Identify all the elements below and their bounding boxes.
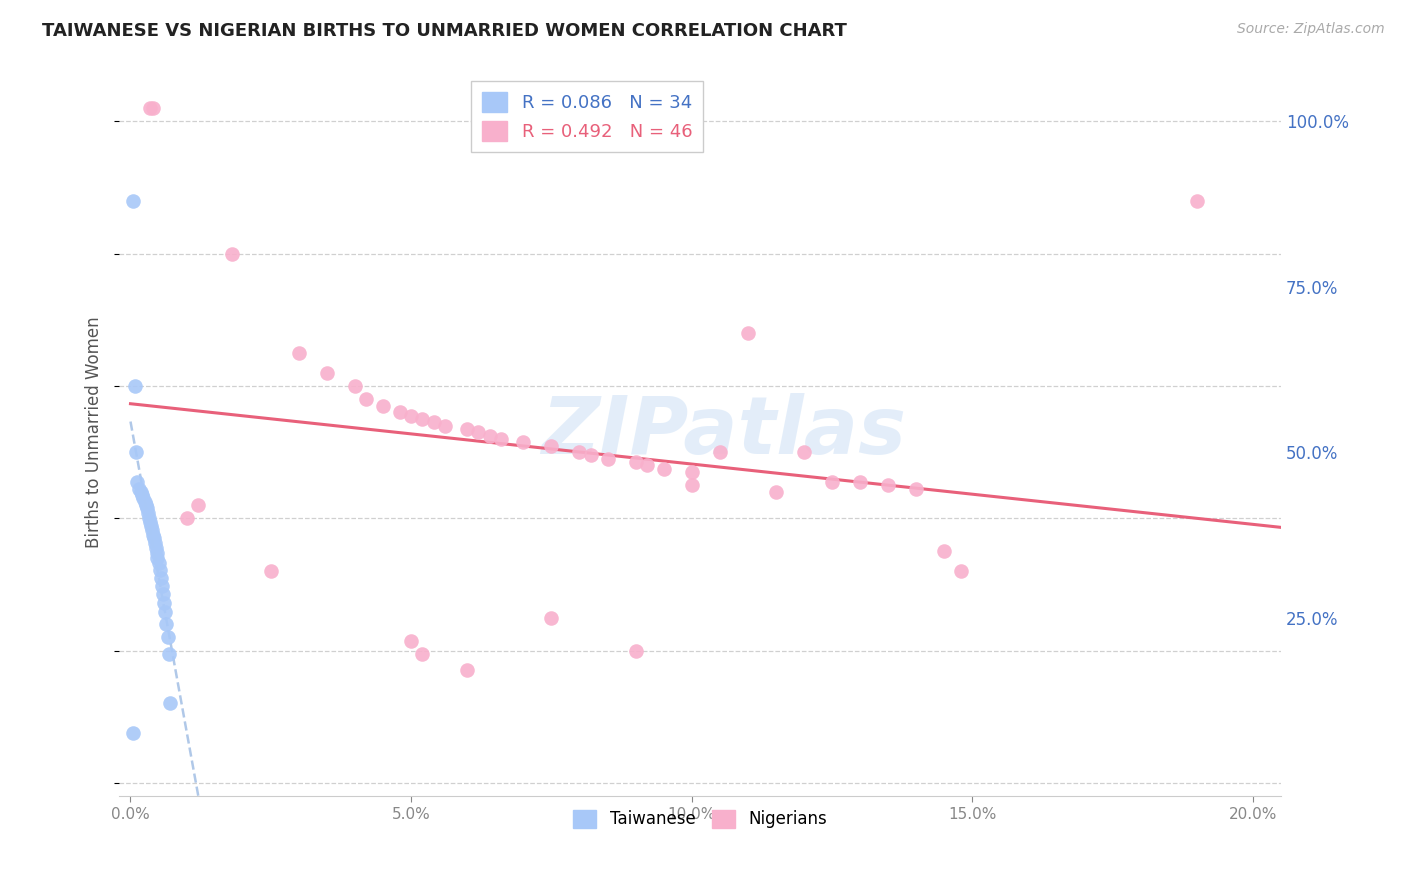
- Point: [221, 246, 243, 260]
- Point: [849, 475, 872, 489]
- Point: [456, 422, 478, 436]
- Point: [149, 563, 172, 577]
- Text: Source: ZipAtlas.com: Source: ZipAtlas.com: [1237, 22, 1385, 37]
- Point: [129, 484, 152, 499]
- Point: [155, 617, 177, 632]
- Text: ZIPatlas: ZIPatlas: [541, 393, 905, 471]
- Point: [636, 458, 658, 473]
- Point: [146, 546, 169, 560]
- Point: [467, 425, 489, 440]
- Point: [737, 326, 759, 340]
- Point: [1185, 194, 1208, 208]
- Point: [793, 445, 815, 459]
- Point: [134, 495, 156, 509]
- Point: [433, 418, 456, 433]
- Point: [877, 478, 900, 492]
- Point: [153, 596, 176, 610]
- Point: [149, 571, 172, 585]
- Point: [145, 541, 167, 555]
- Point: [122, 726, 145, 740]
- Point: [132, 491, 155, 506]
- Point: [765, 484, 787, 499]
- Point: [128, 482, 150, 496]
- Point: [155, 605, 177, 619]
- Point: [343, 379, 366, 393]
- Point: [316, 366, 339, 380]
- Point: [540, 610, 562, 624]
- Point: [260, 564, 283, 578]
- Point: [135, 498, 157, 512]
- Point: [159, 697, 181, 711]
- Point: [709, 445, 731, 459]
- Point: [399, 409, 422, 423]
- Point: [568, 445, 591, 459]
- Point: [950, 564, 973, 578]
- Point: [142, 101, 165, 115]
- Point: [489, 432, 512, 446]
- Point: [596, 451, 619, 466]
- Point: [187, 498, 209, 512]
- Point: [150, 579, 173, 593]
- Point: [138, 506, 160, 520]
- Point: [652, 461, 675, 475]
- Point: [139, 101, 162, 115]
- Point: [411, 647, 433, 661]
- Point: [142, 528, 165, 542]
- Point: [478, 428, 501, 442]
- Point: [143, 536, 166, 550]
- Point: [624, 643, 647, 657]
- Point: [540, 438, 562, 452]
- Point: [354, 392, 377, 407]
- Point: [152, 587, 174, 601]
- Point: [411, 412, 433, 426]
- Legend: Taiwanese, Nigerians: Taiwanese, Nigerians: [567, 803, 834, 835]
- Point: [143, 531, 166, 545]
- Point: [934, 544, 956, 558]
- Point: [157, 647, 180, 661]
- Point: [456, 664, 478, 678]
- Point: [624, 455, 647, 469]
- Point: [176, 511, 198, 525]
- Point: [125, 445, 148, 459]
- Point: [388, 405, 411, 419]
- Point: [512, 435, 534, 450]
- Point: [681, 465, 703, 479]
- Point: [821, 475, 844, 489]
- Point: [579, 449, 602, 463]
- Point: [139, 519, 162, 533]
- Point: [127, 475, 149, 489]
- Point: [905, 482, 928, 496]
- Point: [122, 194, 145, 208]
- Point: [138, 511, 160, 525]
- Point: [141, 523, 163, 537]
- Point: [136, 501, 159, 516]
- Point: [148, 556, 170, 570]
- Point: [139, 515, 162, 529]
- Point: [422, 416, 444, 430]
- Text: TAIWANESE VS NIGERIAN BIRTHS TO UNMARRIED WOMEN CORRELATION CHART: TAIWANESE VS NIGERIAN BIRTHS TO UNMARRIE…: [42, 22, 846, 40]
- Point: [156, 631, 179, 645]
- Point: [399, 633, 422, 648]
- Point: [131, 488, 153, 502]
- Point: [124, 379, 146, 393]
- Y-axis label: Births to Unmarried Women: Births to Unmarried Women: [86, 317, 103, 548]
- Point: [146, 551, 169, 566]
- Point: [288, 346, 311, 360]
- Point: [371, 399, 394, 413]
- Point: [681, 478, 703, 492]
